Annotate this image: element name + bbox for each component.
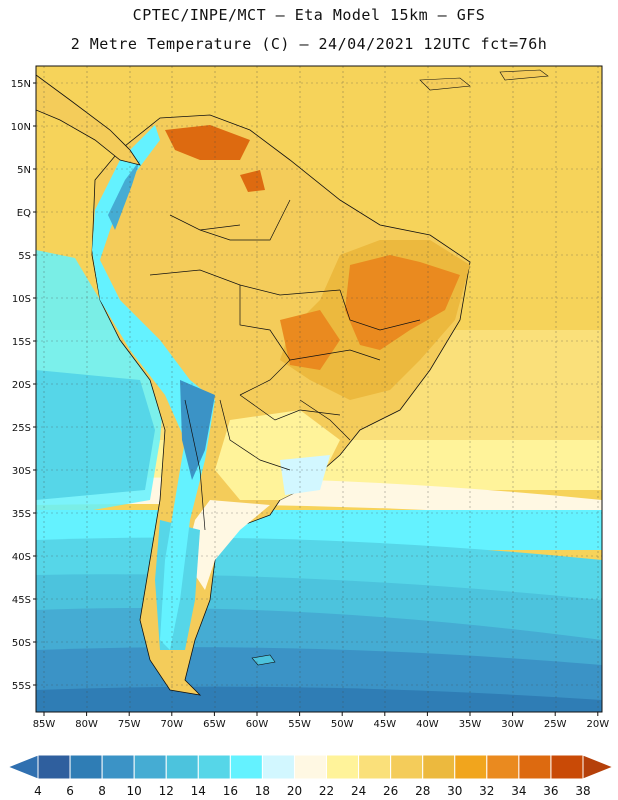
lon-label: 55W [288,719,311,730]
colorbar-label: 10 [127,784,142,798]
colorbar-label: 22 [319,784,334,798]
lon-label: 65W [203,719,226,730]
lat-label: 10N [11,122,31,133]
central-brazil-hot-zone [280,310,340,370]
chart-subtitle: 2 Metre Temperature (C) – 24/04/2021 12U… [70,35,548,53]
colorbar-swatch [293,754,328,780]
lon-label: 70W [160,719,183,730]
lon-label: 35W [459,719,482,730]
lat-label: 30S [12,466,31,477]
lat-label: 10S [12,294,31,305]
colorbar-swatch [165,754,199,780]
andes-cold-belt [92,125,215,650]
patagonia-mild-zone [185,500,270,590]
lon-label: 60W [246,719,269,730]
colorbar-swatch [486,754,520,780]
colorbar-label: 24 [351,784,366,798]
colorbar-label: 4 [34,784,42,798]
colorbar-label: 12 [159,784,174,798]
colorbar-swatch [197,754,231,780]
colorbar-label: 8 [98,784,106,798]
colorbar-swatch [454,754,488,780]
colorbar-swatch [326,754,360,780]
colorbar-swatch [358,754,392,780]
lon-label: 40W [416,719,439,730]
lat-label: 35S [12,509,31,520]
colorbar-label: 32 [479,784,494,798]
colorbar-label: 38 [575,784,590,798]
lat-label: 5S [18,251,31,262]
longitude-labels: 85W 80W 75W 70W 65W 60W 55W 50W 45W 40W 35W 30W 25W 2… [33,712,609,730]
colorbar-swatch [101,754,135,780]
caribbean-island [499,69,549,81]
colorbar-label: 14 [191,784,206,798]
lon-label: 85W [33,719,56,730]
colorbar-swatch [422,754,456,780]
venezuela-hot-zone [165,125,250,160]
lat-label: 55S [12,681,31,692]
graticule [36,66,602,712]
colorbar-label: 28 [415,784,430,798]
lat-label: 15S [12,337,31,348]
lat-label: 50S [12,638,31,649]
map-field [36,66,602,712]
pacific-cool-water [36,370,155,500]
colorbar-label: 36 [543,784,558,798]
colorbar-label: 6 [66,784,74,798]
latitude-labels: 15N 10N 5N EQ 5S 10S 15S 20S 25S 30S 35S 40S 45S 50S 5… [11,79,36,692]
colorbar-label: 26 [383,784,398,798]
lat-label: EQ [17,208,31,219]
colorbar-swatch [133,754,167,780]
guiana-hot-spot [240,170,265,192]
lon-label: 45W [373,719,396,730]
colorbar-swatch [390,754,424,780]
colorbar-swatch [69,754,103,780]
falkland-islands [251,654,276,666]
lat-label: 45S [12,595,31,606]
altiplano-cold-core [180,380,215,480]
colorbar-label: 18 [255,784,270,798]
colorbar-swatch [261,754,295,780]
northeast-brazil-hot-zone [345,255,460,350]
chart-title: CPTEC/INPE/MCT – Eta Model 15km – GFS [132,6,486,24]
colorbar: 4 6 8 10 12 14 16 18 20 22 24 26 28 30 32 34 36 38 [6,754,615,798]
colorbar-label: 20 [287,784,302,798]
lat-label: 25S [12,423,31,434]
country-borders [149,199,421,531]
lon-label: 50W [331,719,354,730]
lon-label: 75W [118,719,141,730]
colorbar-swatch [37,754,71,780]
lon-label: 30W [501,719,524,730]
uruguay-cool-zone [280,455,330,495]
colorbar-left-arrow [6,754,39,780]
colorbar-right-arrow [582,754,615,780]
colorbar-label: 30 [447,784,462,798]
lon-label: 20W [586,719,609,730]
colorbar-swatch [518,754,552,780]
colorbar-swatch [550,754,584,780]
ocean-polar-edge-band [36,686,602,712]
map-frame [35,65,603,713]
colorbar-swatch [229,754,263,780]
lat-label: 40S [12,552,31,563]
lat-label: 15N [11,79,31,90]
lon-label: 25W [544,719,567,730]
lon-label: 80W [75,719,98,730]
lat-label: 20S [12,380,31,391]
colorbar-label: 34 [511,784,526,798]
colorbar-label: 16 [223,784,238,798]
lat-label: 5N [17,165,31,176]
northern-andes-cold-core [108,160,140,230]
